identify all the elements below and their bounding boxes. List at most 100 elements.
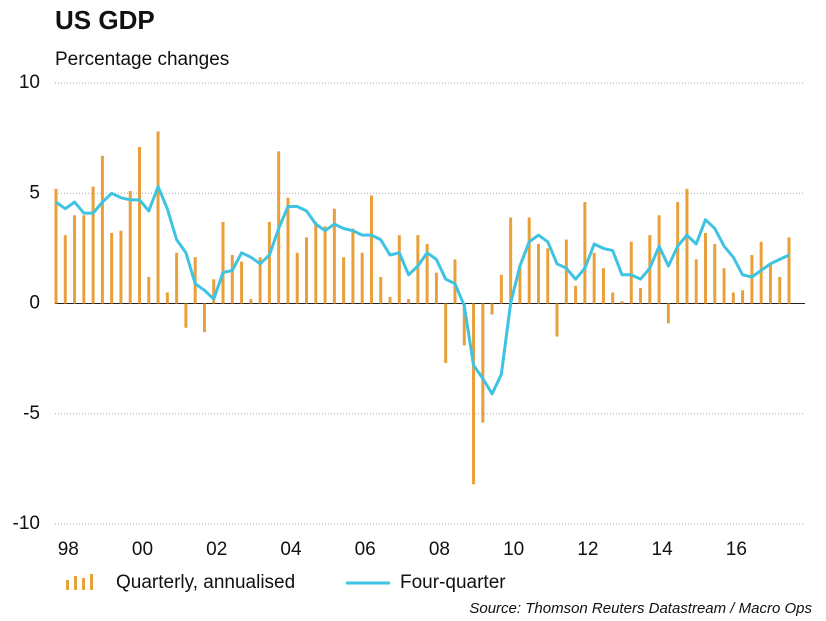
bar — [351, 228, 355, 304]
line-series — [55, 185, 790, 396]
x-tick-label: 02 — [206, 539, 227, 560]
legend-swatch — [82, 578, 85, 590]
bar — [388, 296, 392, 304]
bar — [481, 303, 485, 423]
bar — [184, 303, 188, 328]
bar — [750, 254, 754, 304]
legend-label: Four-quarter — [400, 572, 506, 593]
bar — [462, 303, 466, 346]
x-tick-label: 04 — [280, 539, 302, 560]
y-tick-label: 5 — [29, 182, 40, 203]
bar — [100, 155, 104, 304]
chart-title: US GDP — [55, 5, 155, 35]
bar — [82, 215, 86, 304]
bar — [444, 303, 448, 364]
bar — [490, 303, 494, 315]
legend-swatch — [90, 574, 93, 590]
bar — [703, 232, 707, 304]
bar — [360, 252, 364, 304]
x-tick-label: 98 — [58, 539, 79, 560]
bar — [128, 191, 132, 304]
source-note: Source: Thomson Reuters Datastream / Mac… — [469, 600, 812, 617]
bar — [453, 259, 457, 304]
bar — [657, 215, 661, 304]
bar — [416, 235, 420, 304]
chart-subtitle: Percentage changes — [55, 49, 229, 70]
bar — [221, 221, 225, 304]
bar — [536, 243, 540, 304]
bar — [165, 292, 169, 304]
y-tick-label: -5 — [23, 403, 40, 424]
bar — [91, 186, 95, 304]
bar — [295, 252, 299, 304]
bar — [713, 243, 717, 304]
bar — [546, 248, 550, 304]
bar — [499, 274, 503, 304]
bar — [685, 188, 689, 304]
x-tick-label: 12 — [577, 539, 598, 560]
bar — [518, 266, 522, 304]
legend-swatch — [74, 576, 77, 590]
bar — [527, 217, 531, 304]
x-tick-label: 00 — [132, 539, 153, 560]
bar — [629, 241, 633, 304]
bar — [54, 188, 58, 304]
bar — [342, 257, 346, 304]
bar — [110, 232, 114, 304]
bar — [407, 299, 411, 304]
bar — [286, 197, 290, 304]
bar — [156, 131, 160, 304]
bar — [425, 243, 429, 304]
bar — [601, 268, 605, 304]
bar — [240, 261, 244, 304]
bar — [778, 277, 782, 304]
bar — [472, 303, 476, 485]
bar — [611, 292, 615, 304]
bar — [509, 217, 513, 304]
bar — [138, 146, 142, 304]
bar — [175, 252, 179, 304]
bar — [230, 254, 234, 304]
bar — [787, 237, 791, 304]
bar — [592, 252, 596, 304]
bar — [63, 235, 67, 304]
bar — [267, 221, 271, 304]
bar — [574, 285, 578, 304]
bar — [379, 277, 383, 304]
bar — [583, 202, 587, 304]
bar — [369, 195, 373, 304]
bar — [332, 208, 336, 304]
bar — [620, 301, 624, 304]
x-tick-label: 16 — [726, 539, 747, 560]
bar — [314, 221, 318, 304]
bar — [722, 268, 726, 304]
x-tick-label: 08 — [429, 539, 450, 560]
bar — [212, 279, 216, 304]
bar — [249, 299, 253, 304]
bar — [676, 202, 680, 304]
x-tick-label: 10 — [503, 539, 524, 560]
bar — [147, 277, 151, 304]
bar — [434, 272, 438, 304]
bar — [731, 292, 735, 304]
bar — [564, 239, 568, 304]
bar — [323, 226, 327, 304]
y-tick-label: -10 — [13, 513, 40, 534]
x-tick-label: 14 — [652, 539, 674, 560]
bar — [759, 241, 763, 304]
x-tick-label: 06 — [355, 539, 376, 560]
bar — [639, 288, 643, 304]
y-tick-label: 10 — [19, 72, 40, 93]
bar — [119, 230, 123, 304]
bar — [397, 235, 401, 304]
bar — [202, 303, 206, 333]
bar — [258, 257, 262, 304]
bar — [555, 303, 559, 337]
bar — [305, 237, 309, 304]
bar — [694, 259, 698, 304]
bar — [741, 290, 745, 304]
bar — [73, 215, 77, 304]
y-tick-label: 0 — [29, 293, 40, 314]
bar — [768, 263, 772, 304]
